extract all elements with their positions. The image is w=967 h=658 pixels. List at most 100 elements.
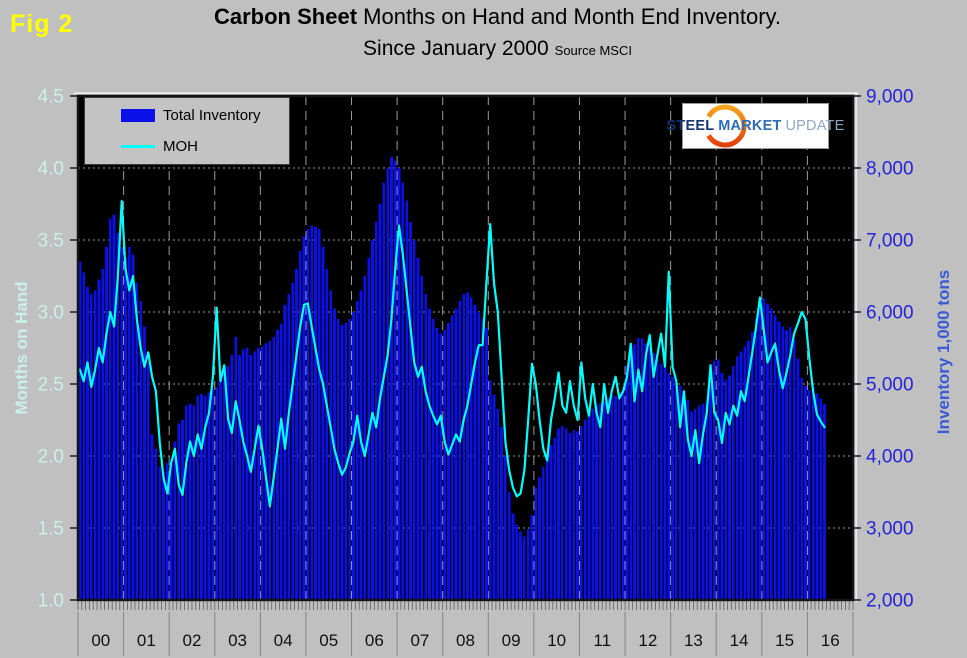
- inventory-bar: [591, 409, 595, 600]
- inventory-bar: [523, 536, 526, 600]
- right-axis-tick-labels: 9,000 8,000 7,000 6,000 5,000 4,000 3,000 2,000: [866, 87, 914, 612]
- inventory-bar: [340, 324, 344, 600]
- inventory-bar: [800, 378, 804, 600]
- right-axis-tick-label: 8,000: [866, 159, 914, 180]
- inventory-bar: [158, 466, 162, 600]
- plot-frame: [76, 94, 855, 602]
- inventory-bar: [823, 404, 826, 600]
- inventory-bar: [709, 384, 712, 600]
- inventory-bar: [108, 218, 112, 600]
- inventory-bar: [773, 315, 777, 600]
- inventory-bar: [211, 389, 215, 600]
- inventory-bar: [124, 258, 127, 600]
- inventory-bar: [101, 268, 105, 600]
- inventory-bar: [485, 327, 488, 600]
- inventory-bar: [659, 363, 663, 600]
- chart-title: Carbon Sheet Months on Hand and Month En…: [0, 4, 967, 61]
- inventory-bar: [762, 298, 766, 600]
- x-axis-year-label: 04: [274, 631, 293, 650]
- inventory-bar: [610, 394, 614, 600]
- inventory-bar: [587, 414, 591, 600]
- inventory-bar: [731, 366, 735, 600]
- inventory-bar: [644, 343, 648, 600]
- x-axis-year-label: 11: [593, 631, 611, 650]
- inventory-bar: [207, 392, 211, 600]
- inventory-bar: [701, 404, 705, 600]
- right-axis-tick-label: 5,000: [866, 375, 914, 396]
- inventory-bar: [488, 380, 492, 600]
- inventory-bar: [481, 319, 484, 600]
- x-axis-year-labels: 00 01 02 03 04 05 06 07 08 09 10 11 12 13 14 15 16: [91, 631, 839, 650]
- inventory-bar: [697, 405, 701, 600]
- logo-word-steel: STEEL: [666, 118, 715, 134]
- axis-ticks: [70, 95, 861, 601]
- inventory-bar: [127, 247, 131, 600]
- x-axis-year-label: 15: [775, 631, 794, 650]
- inventory-bar: [785, 330, 788, 600]
- logo-word-market: MARKET: [718, 118, 782, 134]
- inventory-bar: [777, 321, 781, 600]
- inventory-bar: [693, 409, 697, 600]
- inventory-bar: [743, 346, 747, 600]
- inventory-bar: [150, 434, 154, 600]
- inventory-bar: [656, 358, 659, 600]
- inventory-bar: [374, 222, 378, 600]
- inventory-bar: [188, 404, 192, 600]
- inventory-bar: [515, 524, 519, 600]
- inventory-bar: [618, 393, 621, 600]
- inventory-bar: [747, 340, 750, 600]
- inventory-bar: [291, 283, 294, 600]
- inventory-bar: [260, 346, 264, 600]
- left-axis-tick-label: 3.5: [38, 231, 64, 252]
- inventory-bar: [272, 337, 275, 600]
- steel-market-update-logo: STEEL MARKET UPDATE: [667, 104, 844, 148]
- inventory-bar: [143, 326, 146, 600]
- inventory-bar: [568, 432, 572, 600]
- x-axis-year-label: 07: [410, 631, 429, 650]
- x-axis-year-label: 10: [547, 631, 566, 650]
- inventory-bar: [629, 355, 633, 600]
- x-axis-year-label: 06: [365, 631, 384, 650]
- inventory-bar: [348, 319, 351, 600]
- inventory-bar: [78, 261, 82, 600]
- inventory-bar: [542, 466, 545, 600]
- plot-background: [78, 96, 853, 600]
- inventory-bar: [724, 379, 728, 600]
- legend: Total Inventory MOH: [84, 97, 290, 165]
- inventory-bar: [511, 513, 515, 600]
- inventory-bar: [477, 312, 481, 600]
- inventory-bar: [614, 396, 617, 600]
- right-axis-tick-label: 3,000: [866, 519, 914, 540]
- chart-title-line1: Carbon Sheet Months on Hand and Month En…: [28, 4, 967, 30]
- inventory-bar: [363, 276, 367, 600]
- x-axis-year-label: 03: [228, 631, 247, 650]
- inventory-bar: [120, 247, 124, 600]
- inventory-bar: [435, 327, 439, 600]
- inventory-bar: [192, 405, 196, 600]
- inventory-bar: [321, 247, 325, 600]
- legend-item-total-inventory: Total Inventory: [121, 107, 261, 124]
- inventory-bar: [454, 308, 458, 600]
- inventory-bar: [317, 229, 321, 600]
- inventory-bar: [196, 395, 200, 600]
- x-axis-year-label: 05: [319, 631, 338, 650]
- right-axis-tick-label: 6,000: [866, 303, 914, 324]
- inventory-bar: [177, 423, 181, 600]
- inventory-bar: [811, 386, 815, 600]
- inventory-bar: [469, 297, 473, 600]
- inventory-bar: [583, 420, 587, 600]
- x-axis-year-label: 01: [137, 631, 156, 650]
- inventory-bar: [181, 420, 184, 600]
- logo-wordmark: STEEL MARKET UPDATE: [667, 118, 845, 134]
- x-axis-year-dividers: [77, 612, 854, 656]
- inventory-bar: [557, 428, 560, 600]
- inventory-bar: [295, 268, 298, 600]
- x-axis-year-label: 09: [502, 631, 521, 650]
- inventory-bar: [393, 160, 397, 601]
- chart-title-bold: Carbon Sheet: [214, 4, 358, 29]
- inventory-bar: [648, 348, 652, 600]
- inventory-bar: [203, 396, 207, 600]
- inventory-bar: [652, 353, 655, 600]
- x-axis-year-label: 13: [684, 631, 703, 650]
- inventory-bar: [105, 247, 108, 600]
